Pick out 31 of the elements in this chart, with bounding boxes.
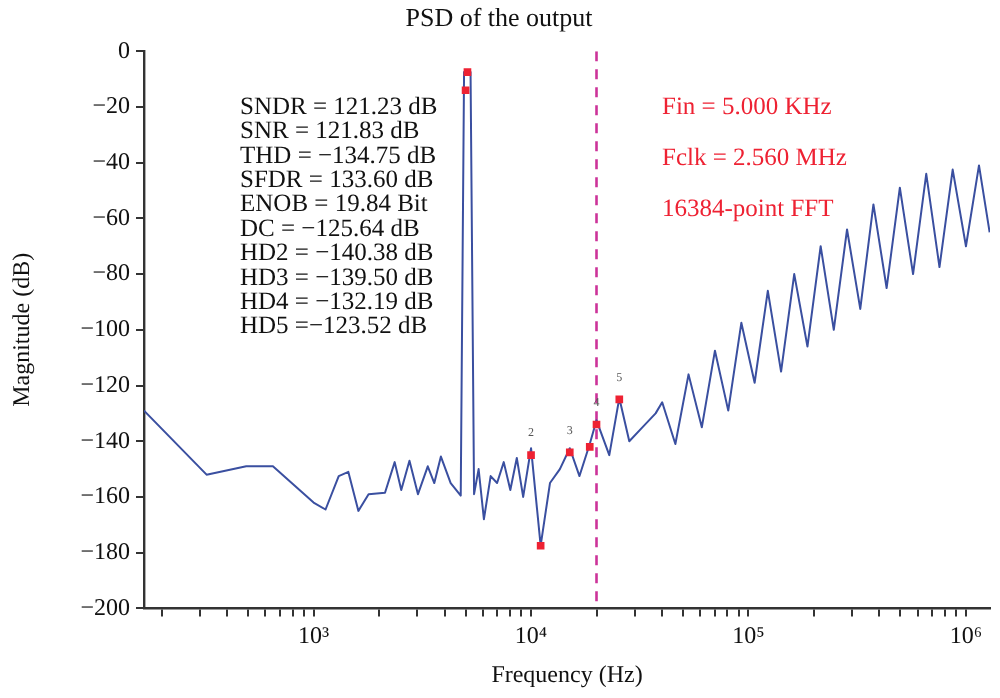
x-tick-label: 10³ xyxy=(297,621,330,650)
x-tick-label: 10⁶ xyxy=(949,621,983,650)
annotation: SFDR = 133.60 dB xyxy=(240,164,434,193)
y-tick-label: −200 xyxy=(80,592,130,621)
y-tick-label: −120 xyxy=(80,369,130,398)
y-tick-label: 0 xyxy=(118,35,130,64)
annotation: 16384-point FFT xyxy=(662,193,835,222)
y-tick-label: −180 xyxy=(80,536,130,565)
y-tick-label: −40 xyxy=(92,146,130,175)
y-tick-label: −100 xyxy=(80,314,130,343)
y-tick-label: −140 xyxy=(80,425,130,454)
annotation: DC = −125.64 dB xyxy=(240,213,420,242)
x-axis-title: Frequency (Hz) xyxy=(491,659,643,688)
annotation: HD2 = −140.38 dB xyxy=(240,238,434,267)
annotation: HD5 =−123.52 dB xyxy=(240,311,428,340)
chart-title: PSD of the output xyxy=(405,2,594,33)
x-tick-label: 10⁴ xyxy=(514,621,548,650)
annotation: HD3 = −139.50 dB xyxy=(240,262,434,291)
y-tick-label: −60 xyxy=(92,202,130,231)
annotation: SNDR = 121.23 dB xyxy=(240,91,438,120)
annotation: HD4 = −132.19 dB xyxy=(240,286,434,315)
x-tick-label: 10⁵ xyxy=(732,621,765,650)
y-tick-label: −80 xyxy=(92,258,130,287)
annotation: Fin = 5.000 KHz xyxy=(662,91,833,120)
annotation: THD = −134.75 dB xyxy=(240,140,437,169)
annotation: SNR = 121.83 dB xyxy=(240,116,420,145)
annotation: ENOB = 19.84 Bit xyxy=(240,189,429,218)
annotation: Fclk = 2.560 MHz xyxy=(662,142,848,171)
y-axis-title: Magnitude (dB) xyxy=(6,252,35,407)
y-tick-label: −20 xyxy=(92,91,130,120)
y-tick-label: −160 xyxy=(80,481,130,510)
